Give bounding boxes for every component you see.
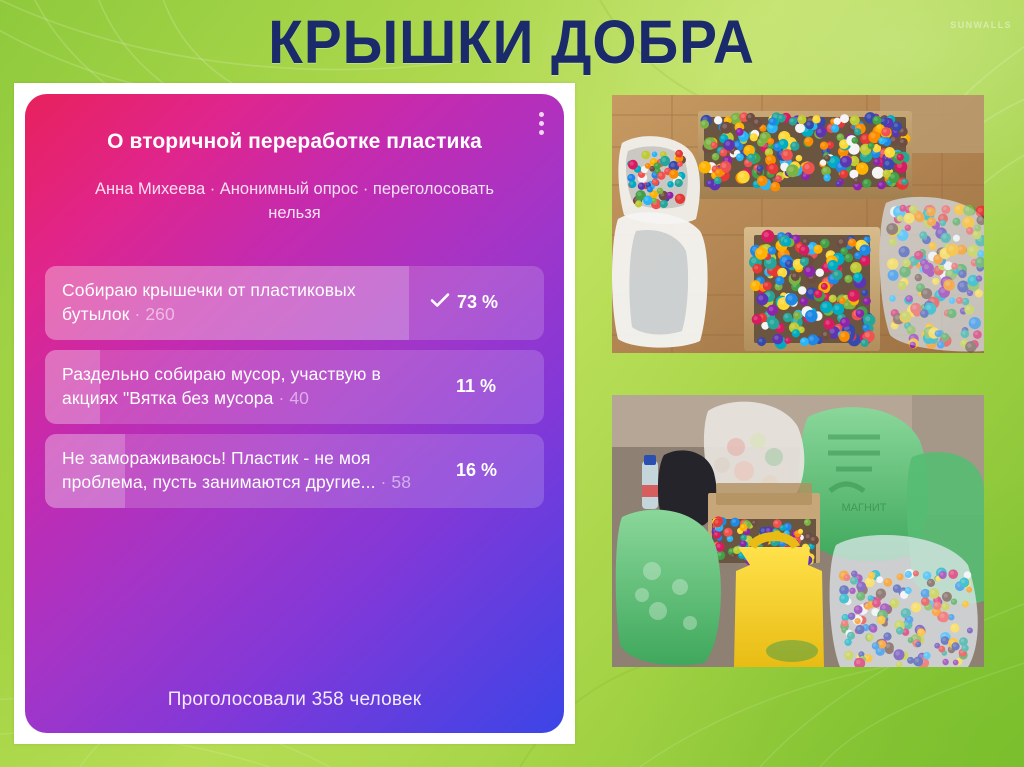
poll-title: О вторичной переработке пластика bbox=[107, 130, 482, 153]
page-title: КРЫШКИ ДОБРА bbox=[268, 8, 756, 76]
poll-option-text: Раздельно собираю мусор, участвую в акци… bbox=[62, 364, 381, 408]
poll-option-percent: 11 % bbox=[456, 376, 497, 397]
poll-option-text: Не замораживаюсь! Пластик - не моя пробл… bbox=[62, 448, 376, 492]
photo-bags: МАГНИТ bbox=[612, 395, 984, 667]
poll-option-label: Не замораживаюсь! Пластик - не моя пробл… bbox=[45, 434, 426, 507]
poll-option[interactable]: Не замораживаюсь! Пластик - не моя пробл… bbox=[45, 433, 544, 508]
svg-text:МАГНИТ: МАГНИТ bbox=[841, 502, 886, 514]
poll-option-result: 16 % bbox=[426, 460, 544, 481]
photo-caps-boxes bbox=[612, 95, 984, 353]
poll-option-count: · 40 bbox=[278, 387, 310, 408]
poll-option[interactable]: Собираю крышечки от пластиковых бутылок … bbox=[45, 265, 544, 340]
more-vertical-icon[interactable] bbox=[539, 112, 544, 139]
poll-option-label: Собираю крышечки от пластиковых бутылок … bbox=[45, 266, 426, 339]
poll-option-result: 73 % bbox=[426, 292, 544, 313]
poll-option-count: · 260 bbox=[134, 303, 175, 324]
poll-option-text: Собираю крышечки от пластиковых бутылок bbox=[62, 280, 356, 324]
poll-total-votes: Проголосовали 358 человек bbox=[167, 689, 422, 710]
poll-option-percent: 73 % bbox=[457, 292, 499, 313]
poll-option-label: Раздельно собираю мусор, участвую в акци… bbox=[45, 350, 426, 423]
poll-meta: Анна Михеева · Анонимный опрос · перегол… bbox=[95, 180, 494, 223]
poll-option[interactable]: Раздельно собираю мусор, участвую в акци… bbox=[45, 349, 544, 424]
poll-option-count: · 58 bbox=[380, 471, 412, 492]
watermark-label: SUNWALLS bbox=[950, 20, 1012, 30]
check-icon bbox=[430, 292, 450, 313]
poll-options-list: Собираю крышечки от пластиковых бутылок … bbox=[45, 265, 544, 508]
poll-card: О вторичной переработке пластика Анна Ми… bbox=[25, 94, 564, 733]
poll-frame: О вторичной переработке пластика Анна Ми… bbox=[14, 83, 575, 744]
poll-option-percent: 16 % bbox=[456, 460, 498, 481]
poll-option-result: 11 % bbox=[426, 376, 544, 397]
slide-title-container: КРЫШКИ ДОБРА bbox=[0, 7, 1024, 77]
